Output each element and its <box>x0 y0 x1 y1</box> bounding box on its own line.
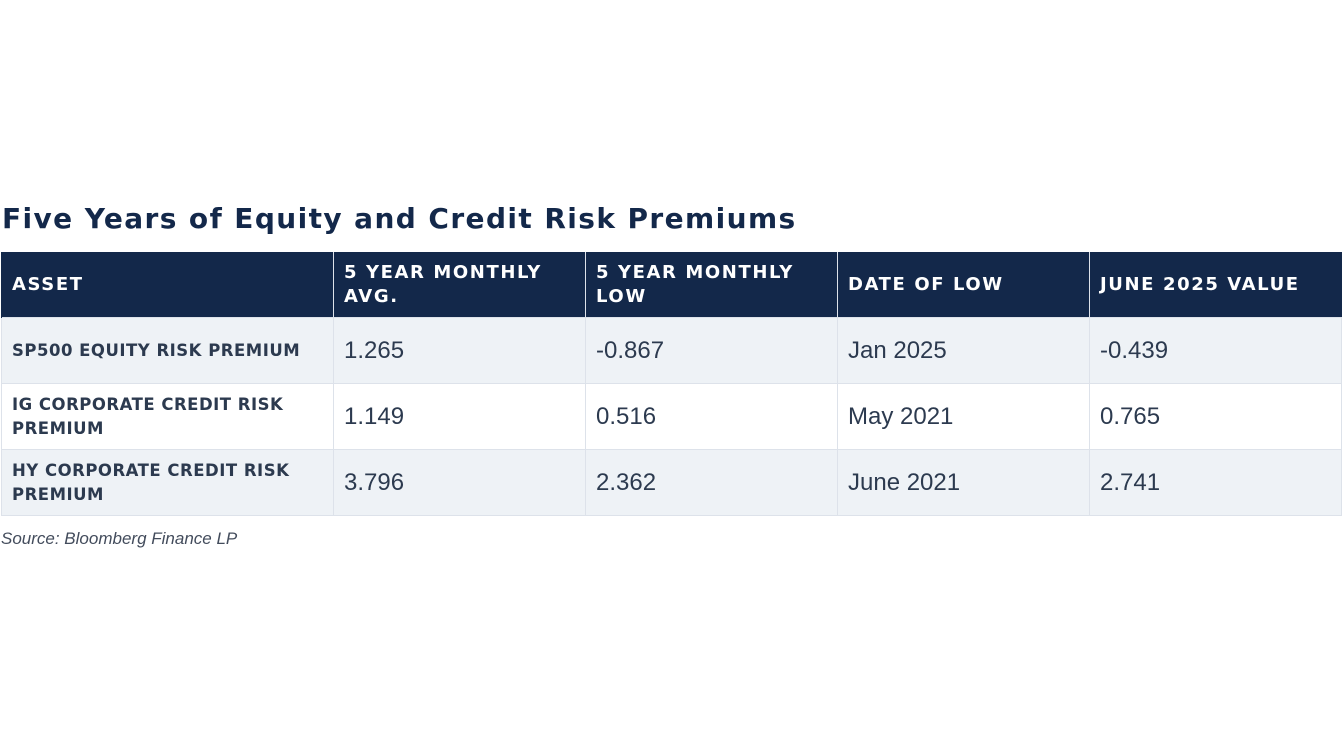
column-header-5yr-avg: 5 YEAR MONTHLY AVG. <box>333 252 586 318</box>
column-header-june-2025-value: JUNE 2025 VALUE <box>1089 252 1342 318</box>
asset-cell: HY CORPORATE CREDIT RISK PREMIUM <box>1 449 334 516</box>
table-row: HY CORPORATE CREDIT RISK PREMIUM 3.796 2… <box>1 449 1342 516</box>
asset-cell: SP500 EQUITY RISK PREMIUM <box>1 317 334 384</box>
june-2025-value-cell: 0.765 <box>1089 383 1342 450</box>
june-2025-value-cell: -0.439 <box>1089 317 1342 384</box>
avg-cell: 1.149 <box>333 383 586 450</box>
date-of-low-cell: May 2021 <box>837 383 1090 450</box>
column-header-5yr-low: 5 YEAR MONTHLY LOW <box>585 252 838 318</box>
june-2025-value-cell: 2.741 <box>1089 449 1342 516</box>
low-cell: 0.516 <box>585 383 838 450</box>
column-header-date-of-low: DATE OF LOW <box>837 252 1090 318</box>
avg-cell: 3.796 <box>333 449 586 516</box>
table-title: Five Years of Equity and Credit Risk Pre… <box>2 202 797 235</box>
avg-cell: 1.265 <box>333 317 586 384</box>
date-of-low-cell: June 2021 <box>837 449 1090 516</box>
asset-cell: IG CORPORATE CREDIT RISK PREMIUM <box>1 383 334 450</box>
low-cell: 2.362 <box>585 449 838 516</box>
column-header-asset: ASSET <box>1 252 334 318</box>
table-row: SP500 EQUITY RISK PREMIUM 1.265 -0.867 J… <box>1 317 1342 384</box>
table-row: IG CORPORATE CREDIT RISK PREMIUM 1.149 0… <box>1 383 1342 450</box>
header-row: ASSET 5 YEAR MONTHLY AVG. 5 YEAR MONTHLY… <box>1 252 1342 318</box>
date-of-low-cell: Jan 2025 <box>837 317 1090 384</box>
source-note: Source: Bloomberg Finance LP <box>1 529 238 548</box>
low-cell: -0.867 <box>585 317 838 384</box>
risk-premium-table: ASSET 5 YEAR MONTHLY AVG. 5 YEAR MONTHLY… <box>1 252 1342 516</box>
